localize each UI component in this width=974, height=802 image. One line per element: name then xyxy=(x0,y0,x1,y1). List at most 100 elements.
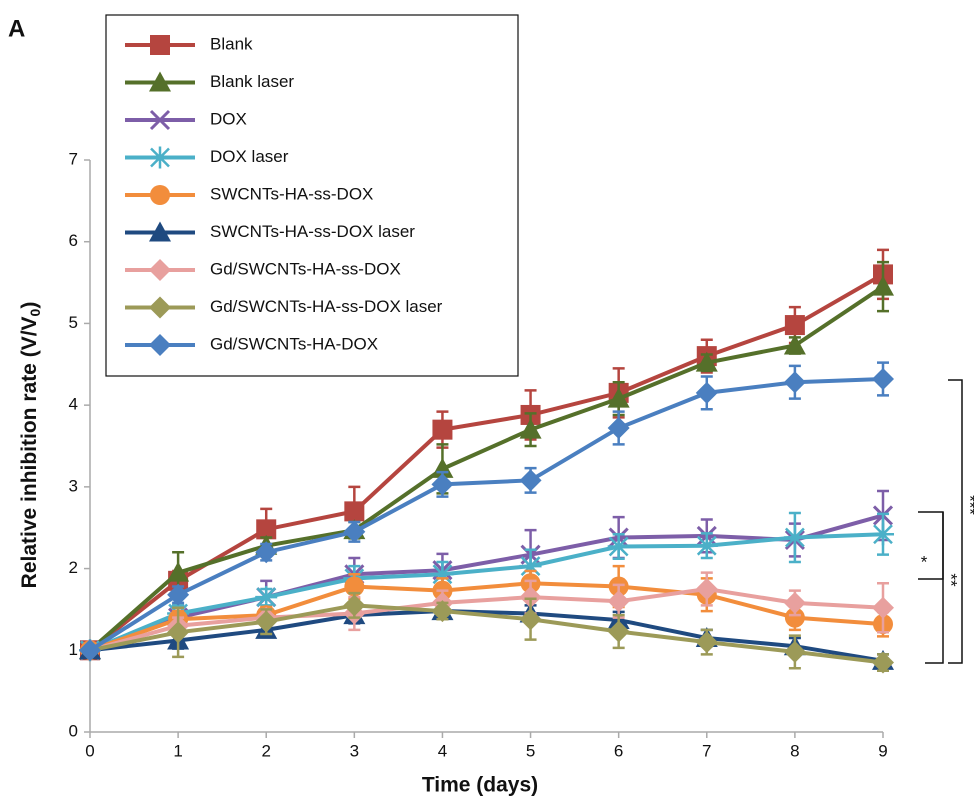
significance-label: ** xyxy=(942,573,961,587)
y-axis-title-sub: 0 xyxy=(27,308,43,316)
legend-label: Gd/SWCNTs-HA-DOX xyxy=(210,334,378,353)
legend-swatch-marker xyxy=(149,109,171,131)
legend-swatch-marker xyxy=(149,334,171,356)
marker xyxy=(167,583,190,606)
marker xyxy=(695,578,718,600)
x-tick-label: 2 xyxy=(261,741,270,760)
marker xyxy=(695,351,718,372)
legend-swatch-marker xyxy=(149,296,171,319)
legend-swatch-marker xyxy=(149,221,171,242)
marker xyxy=(432,419,453,440)
marker xyxy=(784,607,805,628)
marker xyxy=(256,519,277,540)
x-tick-label: 4 xyxy=(438,741,447,760)
marker xyxy=(783,334,806,355)
legend-swatch-marker xyxy=(149,259,171,281)
marker xyxy=(255,586,278,609)
series-line xyxy=(89,513,884,653)
marker xyxy=(607,417,630,440)
legend-label: SWCNTs-HA-ss-DOX laser xyxy=(210,222,415,241)
marker xyxy=(343,594,366,617)
legend-label: DOX laser xyxy=(210,147,289,166)
marker xyxy=(519,418,542,439)
legend-swatch-marker xyxy=(149,71,171,92)
series xyxy=(79,489,894,661)
series-line xyxy=(89,581,884,653)
significance-brackets xyxy=(918,379,963,664)
marker xyxy=(607,535,630,558)
marker xyxy=(431,563,454,586)
series-line xyxy=(89,532,884,653)
marker xyxy=(783,371,806,394)
marker xyxy=(344,576,365,597)
marker xyxy=(519,555,542,578)
marker xyxy=(695,534,718,557)
y-tick-label: 1 xyxy=(69,640,78,659)
x-tick-label: 9 xyxy=(878,741,887,760)
x-tick-label: 5 xyxy=(526,741,535,760)
legend-label: Blank laser xyxy=(210,72,294,91)
series-line xyxy=(88,376,884,652)
y-axis-title: Relative inhibition rate (V/V0) xyxy=(18,302,43,589)
marker xyxy=(431,473,454,496)
marker xyxy=(783,591,806,614)
marker xyxy=(167,561,190,582)
legend-label: SWCNTs-HA-ss-DOX xyxy=(210,184,373,203)
marker xyxy=(695,631,718,654)
marker xyxy=(783,526,806,549)
y-axis-title-end: ) xyxy=(18,302,41,309)
marker xyxy=(519,608,542,631)
significance-label: * xyxy=(921,552,928,571)
marker xyxy=(167,621,190,644)
series-line xyxy=(89,586,884,653)
marker xyxy=(784,315,805,336)
legend-swatch-marker xyxy=(150,185,170,205)
series-line xyxy=(88,272,884,652)
y-tick-label: 5 xyxy=(69,313,78,332)
x-tick-label: 7 xyxy=(702,741,711,760)
marker xyxy=(607,590,630,613)
marker xyxy=(607,387,630,408)
marker xyxy=(255,541,278,564)
y-tick-label: 4 xyxy=(69,395,78,414)
series xyxy=(79,591,894,674)
legend-label: Gd/SWCNTs-HA-ss-DOX laser xyxy=(210,297,443,316)
y-tick-label: 6 xyxy=(69,231,78,250)
marker xyxy=(519,469,542,492)
marker xyxy=(607,620,630,643)
marker xyxy=(872,367,894,390)
marker xyxy=(872,275,894,296)
marker xyxy=(344,501,365,522)
marker xyxy=(343,520,366,543)
marker xyxy=(431,600,454,623)
series-line xyxy=(89,603,884,665)
legend-swatch-marker xyxy=(150,35,170,55)
x-tick-label: 6 xyxy=(614,741,623,760)
significance-label: *** xyxy=(961,495,974,515)
legend-swatch-marker xyxy=(149,146,171,169)
marker xyxy=(519,586,542,609)
x-tick-label: 1 xyxy=(173,741,182,760)
bracket xyxy=(948,379,963,664)
series xyxy=(79,361,894,662)
marker xyxy=(872,523,894,546)
legend-label: Blank xyxy=(210,34,253,53)
series-line xyxy=(88,284,885,652)
marker xyxy=(783,640,806,663)
x-tick-label: 8 xyxy=(790,741,799,760)
y-tick-label: 3 xyxy=(69,476,78,495)
x-axis-title: Time (days) xyxy=(422,774,538,797)
legend-label: Gd/SWCNTs-HA-ss-DOX xyxy=(210,259,401,278)
legend-label: DOX xyxy=(210,109,247,128)
series-line xyxy=(89,609,884,663)
marker xyxy=(872,651,894,674)
x-tick-label: 0 xyxy=(85,741,94,760)
marker xyxy=(255,610,278,633)
x-tick-label: 3 xyxy=(350,741,359,760)
y-tick-label: 2 xyxy=(69,558,78,577)
panel-label: A xyxy=(8,15,25,42)
marker xyxy=(695,381,718,404)
y-axis-title-main: Relative inhibition rate (V/V xyxy=(18,316,41,588)
bracket xyxy=(925,512,944,664)
